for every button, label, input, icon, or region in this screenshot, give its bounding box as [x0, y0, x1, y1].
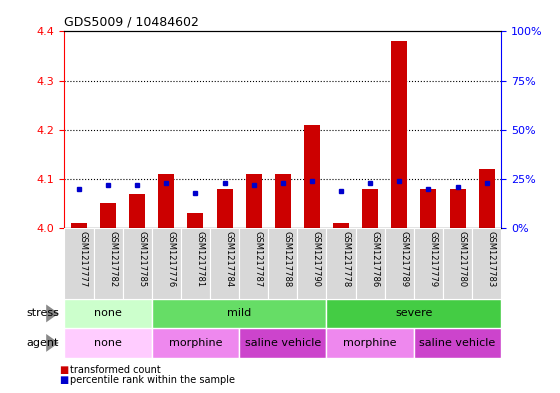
Text: morphine: morphine	[169, 338, 222, 348]
Text: severe: severe	[395, 309, 432, 318]
Bar	[152, 228, 181, 299]
Bar	[188, 213, 203, 228]
Bar	[64, 328, 152, 358]
Text: saline vehicle: saline vehicle	[245, 338, 321, 348]
Text: GSM1217780: GSM1217780	[458, 231, 466, 288]
Text: GSM1217784: GSM1217784	[225, 231, 234, 288]
Bar	[246, 174, 262, 228]
Bar	[304, 125, 320, 228]
Text: ■: ■	[59, 375, 68, 386]
Bar	[217, 189, 232, 228]
Text: GSM1217788: GSM1217788	[283, 231, 292, 288]
Text: GSM1217777: GSM1217777	[79, 231, 88, 288]
Text: GSM1217789: GSM1217789	[399, 231, 408, 288]
Text: morphine: morphine	[343, 338, 397, 348]
Bar	[239, 228, 268, 299]
Text: GSM1217778: GSM1217778	[341, 231, 350, 288]
Text: GSM1217783: GSM1217783	[487, 231, 496, 288]
Bar	[421, 189, 436, 228]
Bar	[450, 189, 465, 228]
Text: agent: agent	[26, 338, 59, 348]
Text: GSM1217787: GSM1217787	[254, 231, 263, 288]
Bar	[414, 228, 443, 299]
Text: stress: stress	[26, 309, 59, 318]
Bar	[64, 228, 94, 299]
Bar	[472, 228, 501, 299]
Text: transformed count: transformed count	[70, 365, 161, 375]
Bar	[362, 189, 378, 228]
Bar	[326, 228, 356, 299]
Bar	[326, 299, 501, 328]
Bar	[152, 328, 239, 358]
Polygon shape	[46, 305, 59, 322]
Bar	[391, 41, 407, 228]
Bar	[100, 204, 116, 228]
Text: GSM1217785: GSM1217785	[137, 231, 146, 288]
Bar	[210, 228, 239, 299]
Bar	[275, 174, 291, 228]
Text: saline vehicle: saline vehicle	[419, 338, 496, 348]
Bar	[94, 228, 123, 299]
Bar	[333, 223, 349, 228]
Bar	[64, 299, 152, 328]
Bar	[129, 193, 145, 228]
Text: percentile rank within the sample: percentile rank within the sample	[70, 375, 235, 386]
Bar	[326, 328, 414, 358]
Bar	[123, 228, 152, 299]
Bar	[181, 228, 210, 299]
Bar	[158, 174, 174, 228]
Bar	[356, 228, 385, 299]
Text: mild: mild	[227, 309, 251, 318]
Text: GSM1217779: GSM1217779	[428, 231, 437, 288]
Bar	[297, 228, 326, 299]
Text: ■: ■	[59, 365, 68, 375]
Bar	[443, 228, 472, 299]
Text: GSM1217790: GSM1217790	[312, 231, 321, 287]
Bar	[414, 328, 501, 358]
Text: GSM1217781: GSM1217781	[195, 231, 204, 288]
Bar	[152, 299, 326, 328]
Text: GSM1217786: GSM1217786	[370, 231, 379, 288]
Text: GSM1217782: GSM1217782	[108, 231, 117, 288]
Polygon shape	[46, 334, 59, 352]
Bar	[479, 169, 494, 228]
Bar	[385, 228, 414, 299]
Text: GSM1217776: GSM1217776	[166, 231, 175, 288]
Bar	[71, 223, 87, 228]
Text: none: none	[94, 309, 122, 318]
Bar	[268, 228, 297, 299]
Bar	[239, 328, 326, 358]
Text: GDS5009 / 10484602: GDS5009 / 10484602	[64, 16, 199, 29]
Text: none: none	[94, 338, 122, 348]
